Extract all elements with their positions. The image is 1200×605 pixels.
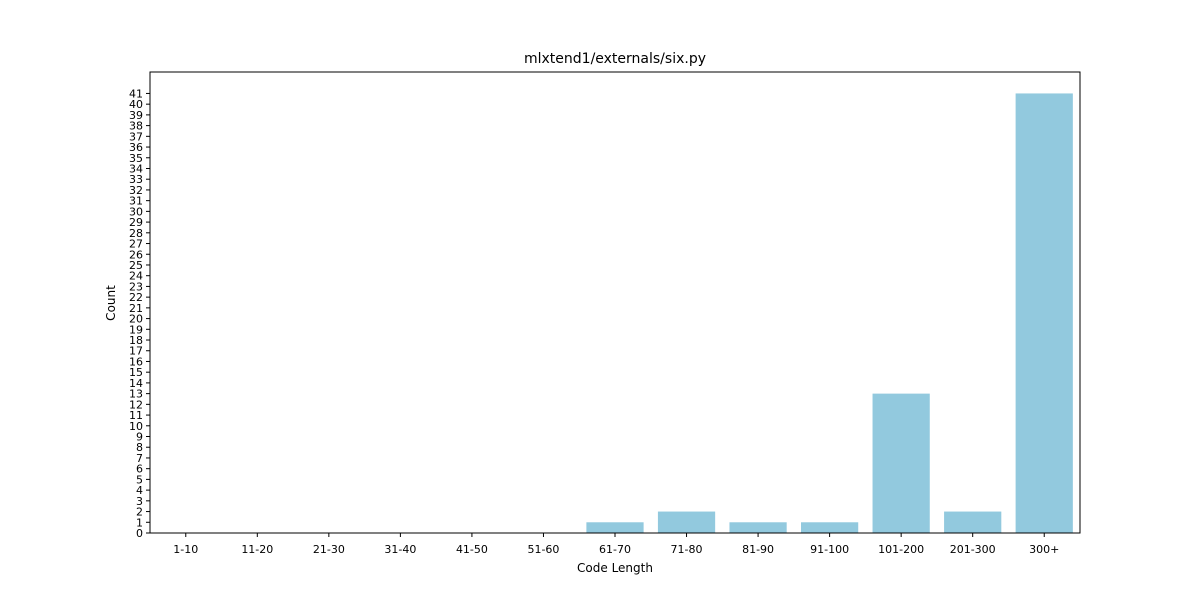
y-tick-label: 23 bbox=[129, 280, 143, 293]
y-tick-label: 6 bbox=[136, 463, 143, 476]
y-tick-label: 28 bbox=[129, 227, 143, 240]
x-axis-ticks: 1-10 11-20 21-30 31-40 41-50 51-60 61-70 71-80 8… bbox=[173, 533, 1059, 556]
y-tick-label: 1 bbox=[136, 516, 143, 529]
x-axis-label: Code Length bbox=[577, 561, 653, 575]
y-tick-label: 18 bbox=[129, 334, 143, 347]
y-tick-label: 36 bbox=[129, 141, 143, 154]
y-tick-label: 39 bbox=[129, 109, 143, 122]
y-tick-label: 25 bbox=[129, 259, 143, 272]
bar-300+ bbox=[1015, 93, 1073, 533]
bars-group bbox=[586, 93, 1073, 533]
y-tick-label: 40 bbox=[129, 98, 143, 111]
y-tick-label: 37 bbox=[129, 130, 143, 143]
y-tick-label: 8 bbox=[136, 441, 143, 454]
bar-201-300 bbox=[944, 511, 1002, 533]
x-tick-label: 31-40 bbox=[384, 543, 416, 556]
y-tick-label: 35 bbox=[129, 152, 143, 165]
y-tick-label: 33 bbox=[129, 173, 143, 186]
x-tick-label: 21-30 bbox=[313, 543, 345, 556]
y-tick-label: 2 bbox=[136, 506, 143, 519]
y-tick-label: 41 bbox=[129, 87, 143, 100]
y-tick-label: 0 bbox=[136, 527, 143, 540]
x-tick-label: 81-90 bbox=[742, 543, 774, 556]
bar-91-100 bbox=[801, 522, 859, 533]
y-tick-label: 9 bbox=[136, 431, 143, 444]
y-tick-label: 4 bbox=[136, 484, 143, 497]
y-axis-ticks: 0123456789101112131415161718192021222324… bbox=[129, 87, 150, 540]
bar-81-90 bbox=[729, 522, 787, 533]
y-tick-label: 3 bbox=[136, 495, 143, 508]
x-tick-label: 41-50 bbox=[456, 543, 488, 556]
x-tick-label: 201-300 bbox=[950, 543, 996, 556]
y-tick-label: 20 bbox=[129, 313, 143, 326]
y-tick-label: 17 bbox=[129, 345, 143, 358]
y-tick-label: 30 bbox=[129, 205, 143, 218]
y-tick-label: 5 bbox=[136, 473, 143, 486]
y-tick-label: 10 bbox=[129, 420, 143, 433]
y-tick-label: 34 bbox=[129, 162, 143, 175]
y-tick-label: 14 bbox=[129, 377, 143, 390]
y-tick-label: 13 bbox=[129, 388, 143, 401]
y-tick-label: 26 bbox=[129, 248, 143, 261]
plot-frame bbox=[149, 71, 1081, 534]
x-tick-label: 11-20 bbox=[241, 543, 273, 556]
y-tick-label: 19 bbox=[129, 323, 143, 336]
y-tick-label: 15 bbox=[129, 366, 143, 379]
y-tick-label: 22 bbox=[129, 291, 143, 304]
x-tick-label: 300+ bbox=[1029, 543, 1059, 556]
x-tick-label: 91-100 bbox=[810, 543, 849, 556]
x-tick-label: 1-10 bbox=[173, 543, 198, 556]
y-tick-label: 21 bbox=[129, 302, 143, 315]
y-tick-label: 16 bbox=[129, 355, 143, 368]
chart-title: mlxtend1/externals/six.py bbox=[524, 51, 706, 67]
bar-101-200 bbox=[872, 393, 930, 533]
y-tick-label: 11 bbox=[129, 409, 143, 422]
y-tick-label: 12 bbox=[129, 398, 143, 411]
y-tick-label: 32 bbox=[129, 184, 143, 197]
y-tick-label: 27 bbox=[129, 238, 143, 251]
y-tick-label: 31 bbox=[129, 195, 143, 208]
x-tick-label: 101-200 bbox=[878, 543, 924, 556]
bar-71-80 bbox=[657, 511, 716, 533]
y-tick-label: 24 bbox=[129, 270, 143, 283]
y-axis-label: Count bbox=[104, 285, 118, 321]
bar-61-70 bbox=[586, 522, 644, 533]
x-tick-label: 71-80 bbox=[671, 543, 703, 556]
x-tick-label: 51-60 bbox=[527, 543, 559, 556]
x-tick-label: 61-70 bbox=[599, 543, 631, 556]
y-tick-label: 7 bbox=[136, 452, 143, 465]
y-tick-label: 38 bbox=[129, 120, 143, 133]
y-tick-label: 29 bbox=[129, 216, 143, 229]
